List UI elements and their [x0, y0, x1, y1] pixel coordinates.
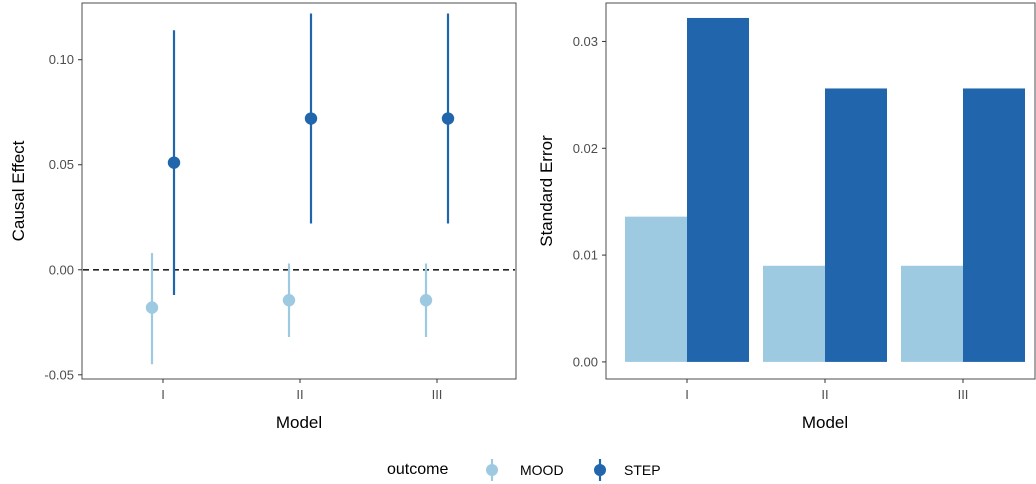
left-y-axis-title: Causal Effect — [9, 140, 28, 241]
standard-error-panel: 0.000.010.020.03 I II III Model Standard E… — [537, 2, 1036, 432]
left-x-tick-label: II — [296, 387, 303, 402]
legend-item-mood: MOOD — [486, 459, 564, 481]
legend-label-step: STEP — [624, 462, 661, 478]
left-y-tick-label: 0.10 — [49, 52, 74, 67]
right-x-tick-label: II — [821, 387, 828, 402]
right-y-ticks: 0.00 0.01 0.02 0.03 — [573, 34, 606, 369]
bar-step-ii — [825, 88, 887, 362]
legend-key-step-dot — [594, 464, 606, 476]
right-y-tick-label: 0.01 — [573, 248, 598, 263]
point-step — [167, 156, 181, 169]
point-step — [441, 112, 455, 125]
bar-mood-i — [625, 216, 687, 362]
pointrange-mood-i — [145, 252, 159, 365]
right-y-axis-title: Standard Error — [537, 135, 556, 247]
left-y-tick-label: 0.00 — [49, 262, 74, 277]
causal-effect-panel: -0.050.000.050.10 I II III Model Causal Ef… — [9, 2, 517, 432]
point-step — [304, 112, 318, 125]
legend-label-mood: MOOD — [520, 462, 564, 478]
left-y-tick-label: -0.05 — [44, 367, 74, 382]
left-y-ticks: -0.05 0.00 0.05 0.10 — [44, 52, 82, 382]
legend-item-step: STEP — [594, 459, 661, 481]
right-y-tick-label: 0.00 — [573, 354, 598, 369]
right-y-tick-label: 0.02 — [573, 141, 598, 156]
left-marks — [145, 13, 455, 365]
legend-title: outcome — [387, 461, 448, 478]
left-x-tick-label: I — [161, 387, 165, 402]
point-mood — [145, 301, 159, 314]
pointrange-step-i — [167, 30, 181, 295]
legend-key-mood-dot — [486, 464, 498, 476]
left-x-ticks: I II III — [161, 379, 442, 402]
right-marks — [625, 17, 1025, 362]
right-x-tick-label: III — [958, 387, 969, 402]
bar-step-i — [687, 17, 749, 362]
pointrange-mood-iii — [419, 263, 433, 337]
left-y-tick-label: 0.05 — [49, 157, 74, 172]
bar-step-iii — [963, 88, 1025, 362]
legend: outcome MOOD STEP — [387, 459, 661, 481]
point-mood — [419, 294, 433, 307]
point-mood — [282, 294, 296, 307]
left-panel-border — [81, 2, 517, 380]
right-x-tick-label: I — [685, 387, 689, 402]
left-x-tick-label: III — [432, 387, 443, 402]
left-x-axis-title: Model — [276, 413, 322, 432]
pointrange-mood-ii — [282, 263, 296, 337]
right-x-axis-title: Model — [802, 413, 848, 432]
pointrange-step-ii — [304, 13, 318, 224]
right-x-ticks: I II III — [685, 379, 968, 402]
bar-mood-iii — [901, 265, 963, 362]
bar-mood-ii — [763, 265, 825, 362]
pointrange-step-iii — [441, 13, 455, 224]
right-y-tick-label: 0.03 — [573, 34, 598, 49]
